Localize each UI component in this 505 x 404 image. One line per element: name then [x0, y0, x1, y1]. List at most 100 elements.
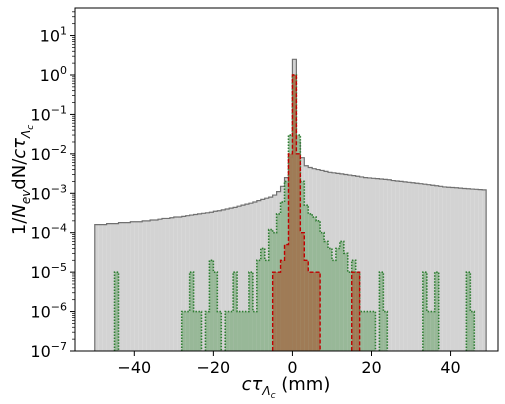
bar — [371, 311, 376, 351]
series-layer — [94, 58, 487, 352]
bar — [181, 311, 186, 351]
bar — [102, 224, 107, 351]
bar — [158, 219, 162, 351]
bar — [347, 272, 352, 351]
x-tick-label: 0 — [287, 358, 297, 377]
bar — [122, 222, 127, 351]
bar — [320, 232, 325, 351]
bar — [252, 311, 257, 351]
bar — [430, 311, 435, 351]
bar — [237, 311, 242, 351]
bar — [308, 272, 313, 351]
bar — [189, 272, 194, 351]
bar — [339, 241, 344, 351]
bar — [387, 179, 392, 351]
bar — [229, 311, 234, 351]
bar — [165, 218, 170, 351]
bar — [142, 220, 147, 351]
bar — [209, 260, 214, 351]
bar — [454, 187, 459, 351]
bar — [146, 220, 151, 351]
bar — [359, 311, 364, 351]
y-tick-label: 10−2 — [30, 143, 67, 164]
bar — [94, 224, 99, 351]
y-tick-label: 10−4 — [30, 222, 67, 243]
bar — [395, 180, 400, 351]
bar — [335, 248, 340, 351]
bar — [470, 311, 475, 351]
bar — [114, 272, 119, 351]
plot-frame — [74, 7, 499, 352]
bar — [169, 217, 174, 351]
y-tick-label: 101 — [40, 25, 67, 46]
bar — [237, 206, 242, 351]
y-tick-label: 10−6 — [30, 301, 67, 322]
y-tick-label: 100 — [40, 64, 67, 85]
bar — [213, 272, 218, 351]
bar — [244, 311, 249, 351]
bar — [233, 272, 238, 351]
bar — [422, 272, 427, 351]
bar — [379, 179, 384, 351]
x-axis-label: cτΛc (mm) — [242, 374, 331, 401]
bar — [312, 272, 317, 351]
bar — [260, 248, 265, 351]
bar — [367, 311, 372, 351]
bar — [197, 213, 202, 351]
bar — [217, 210, 222, 351]
bar — [201, 213, 206, 351]
bar — [225, 311, 230, 351]
bar — [426, 184, 431, 351]
bar — [241, 311, 245, 351]
bar — [205, 311, 210, 351]
bar — [316, 272, 321, 351]
bar — [185, 215, 190, 351]
bar — [411, 182, 415, 351]
bar — [130, 221, 135, 351]
bar — [181, 216, 186, 351]
bar — [359, 176, 364, 351]
bar — [138, 221, 143, 351]
bar — [161, 218, 166, 351]
bar — [288, 153, 293, 351]
bar — [110, 223, 115, 351]
bar — [193, 311, 198, 351]
bar — [244, 204, 249, 351]
y-axis-label: 1/NevdN/cτΛc — [9, 125, 36, 235]
bar — [418, 183, 423, 351]
bar — [434, 185, 439, 351]
bar — [375, 178, 380, 351]
bar — [383, 311, 388, 351]
bar — [355, 176, 360, 351]
bar — [185, 311, 190, 351]
bar — [106, 223, 111, 351]
bar — [399, 181, 404, 351]
bar — [296, 153, 301, 351]
bar — [118, 222, 123, 351]
bar — [225, 208, 230, 351]
bar — [248, 272, 253, 351]
bar — [272, 272, 277, 351]
bar — [466, 188, 471, 351]
bar — [280, 260, 285, 351]
bar — [300, 232, 305, 351]
bar — [430, 185, 435, 351]
bar — [466, 272, 471, 351]
x-tick-label: −20 — [196, 358, 230, 377]
bar — [422, 184, 427, 351]
x-tick-label: 20 — [361, 358, 381, 377]
bar — [229, 208, 234, 351]
bar — [407, 182, 412, 351]
bar — [304, 260, 309, 351]
y-tick-label: 10−5 — [30, 261, 67, 282]
bar — [324, 241, 329, 351]
bar — [173, 217, 178, 351]
y-tick-label: 10−7 — [30, 340, 67, 361]
bar — [177, 217, 182, 351]
bar — [347, 175, 352, 351]
bar — [470, 189, 475, 351]
bar — [126, 222, 131, 351]
bar — [241, 205, 245, 351]
bar — [371, 178, 376, 351]
